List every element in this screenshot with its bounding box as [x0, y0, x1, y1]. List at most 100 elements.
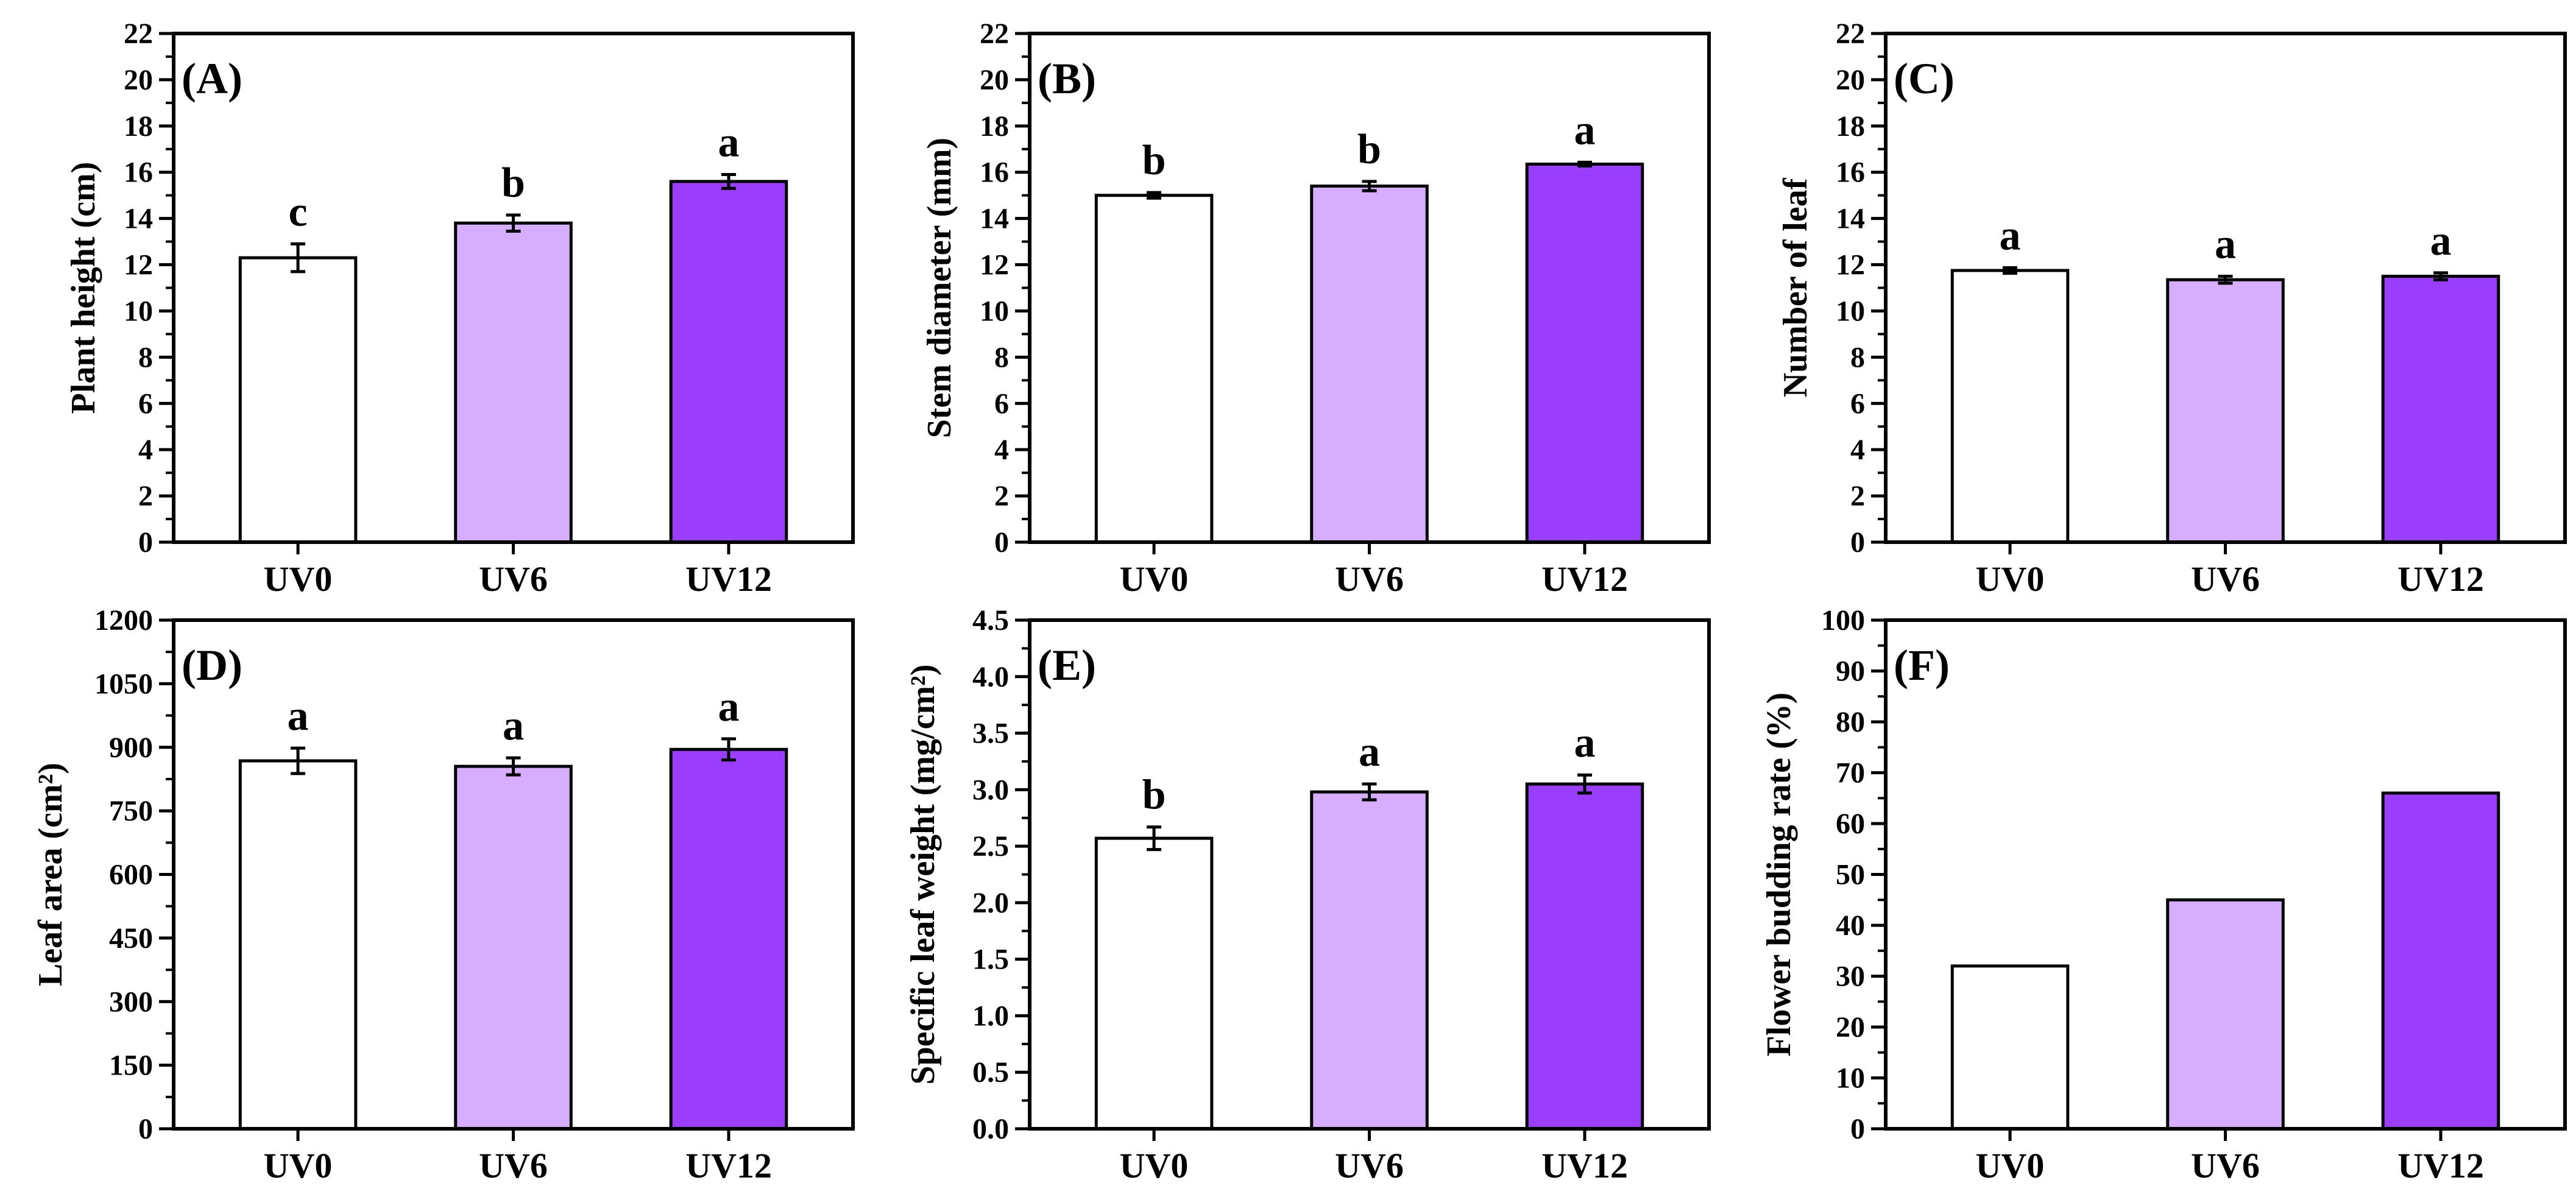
significance-letter: a — [2000, 212, 2021, 259]
x-tick-label: UV12 — [685, 559, 772, 599]
y-tick-label: 16 — [980, 157, 1009, 189]
y-tick-label: 100 — [1821, 604, 1865, 637]
bar-uv12 — [669, 747, 788, 1131]
y-tick-label: 4 — [138, 434, 153, 466]
bar-uv0 — [1950, 964, 2070, 1131]
y-tick-label: 0.5 — [972, 1056, 1009, 1089]
x-tick-label: UV12 — [1541, 559, 1628, 599]
bar-uv0 — [1094, 194, 1214, 544]
y-tick-label: 20 — [1836, 1011, 1865, 1043]
x-tick-label: UV6 — [2191, 559, 2260, 599]
x-tick-label: UV12 — [1541, 1146, 1628, 1185]
significance-letter: a — [1359, 729, 1380, 775]
panel-f: 0 10 20 30 40 50 60 70 80 90 100 UV0 UV6 UV12 (F) Flowe… — [1760, 604, 2567, 1185]
panel-a: 0 2 4 6 8 10 12 14 16 18 20 22 c UV0 b UV6 a UV12 (A) Plant… — [65, 18, 855, 599]
bar-uv0 — [1950, 269, 2070, 544]
y-tick-label: 900 — [109, 732, 153, 764]
bar-uv6 — [1310, 185, 1429, 544]
significance-letter: b — [1357, 126, 1381, 173]
y-tick-label: 22 — [980, 18, 1009, 50]
y-tick-label: 600 — [109, 859, 153, 891]
y-tick-label: 70 — [1836, 757, 1865, 789]
y-tick-label: 50 — [1836, 859, 1865, 891]
y-tick-label: 14 — [124, 203, 153, 235]
y-tick-label: 0 — [1850, 1113, 1865, 1145]
bar-uv12 — [1525, 162, 1644, 544]
significance-letter: a — [718, 683, 739, 730]
y-tick-label: 30 — [1836, 961, 1865, 993]
y-tick-label: 2 — [138, 480, 153, 512]
y-tick-label: 6 — [994, 387, 1009, 420]
y-tick-label: 18 — [1836, 110, 1865, 143]
y-tick-label: 40 — [1836, 909, 1865, 942]
y-tick-label: 1200 — [94, 604, 153, 637]
bar-uv6 — [2166, 278, 2285, 544]
bar-uv0 — [1094, 836, 1214, 1131]
x-tick-label: UV6 — [479, 1146, 548, 1185]
bar-uv12 — [2381, 791, 2500, 1131]
bar-uv12 — [1525, 782, 1644, 1131]
bar-uv6 — [2166, 898, 2285, 1131]
significance-letter: a — [288, 693, 309, 740]
panel-label: (A) — [182, 54, 242, 103]
x-tick-label: UV12 — [685, 1146, 772, 1185]
y-tick-label: 12 — [124, 249, 153, 281]
panel-label: (B) — [1038, 54, 1096, 103]
y-tick-label: 20 — [980, 64, 1009, 96]
panel-b: 0 2 4 6 8 10 12 14 16 18 20 22 b UV0 b UV6 a UV12 (B) Stem … — [921, 18, 1711, 599]
bar-uv12 — [669, 180, 788, 544]
y-tick-label: 4.0 — [972, 661, 1009, 693]
x-tick-label: UV0 — [264, 559, 333, 599]
y-tick-label: 2.0 — [972, 887, 1009, 919]
y-tick-label: 0 — [994, 526, 1009, 559]
panel-label: (C) — [1894, 54, 1955, 103]
significance-letter: a — [2430, 217, 2451, 264]
plot-frame — [1028, 618, 1711, 1131]
y-tick-label: 22 — [124, 18, 153, 50]
x-tick-label: UV0 — [1120, 1146, 1189, 1185]
y-tick-label: 0 — [138, 1113, 153, 1145]
panel-d: 0 150 300 450 600 750 900 1050 1200 a UV0 a UV6 a UV12… — [32, 604, 855, 1185]
y-tick-label: 8 — [994, 341, 1009, 373]
panel-label: (D) — [182, 641, 242, 690]
x-tick-label: UV6 — [1335, 1146, 1404, 1185]
y-tick-label: 20 — [124, 64, 153, 96]
y-tick-label: 2 — [1850, 480, 1865, 512]
y-axis-title: Number of leaf — [1777, 177, 1814, 397]
x-tick-label: UV6 — [2191, 1146, 2260, 1185]
y-tick-label: 14 — [980, 203, 1009, 235]
y-tick-label: 10 — [980, 295, 1009, 327]
y-tick-label: 2 — [994, 480, 1009, 512]
panel-label: (E) — [1038, 641, 1096, 690]
y-tick-label: 14 — [1836, 203, 1865, 235]
significance-letter: c — [289, 188, 308, 235]
significance-letter: a — [1574, 719, 1595, 766]
y-tick-label: 16 — [124, 157, 153, 189]
x-tick-label: UV0 — [1120, 559, 1189, 599]
x-tick-label: UV12 — [2397, 559, 2484, 599]
y-tick-label: 150 — [109, 1050, 153, 1082]
y-tick-label: 12 — [980, 249, 1009, 281]
y-tick-label: 1050 — [94, 668, 153, 700]
y-tick-label: 4 — [1850, 434, 1865, 466]
y-axis-title: Leaf area (cm²) — [32, 763, 69, 986]
y-tick-label: 10 — [1836, 1062, 1865, 1095]
panel-e: 0.0 0.5 1.0 1.5 2.0 2.5 3.0 3.5 4.0 4.5 b UV0 a UV6 a U… — [904, 604, 1711, 1185]
significance-letter: b — [1142, 772, 1166, 819]
y-axis-title: Specific leaf weight (mg/cm²) — [904, 664, 942, 1084]
y-tick-label: 8 — [138, 341, 153, 373]
y-tick-label: 10 — [124, 295, 153, 327]
y-tick-label: 0 — [138, 526, 153, 559]
y-axis-title: Stem diameter (mm) — [921, 138, 958, 438]
y-tick-label: 10 — [1836, 295, 1865, 327]
x-tick-label: UV6 — [1335, 559, 1404, 599]
x-tick-label: UV0 — [1976, 1146, 2045, 1185]
significance-letter: b — [501, 160, 525, 207]
bar-uv0 — [238, 256, 358, 544]
significance-letter: a — [2215, 221, 2236, 268]
y-tick-label: 1.0 — [972, 1000, 1009, 1032]
significance-letter: a — [503, 702, 524, 749]
bar-uv6 — [454, 221, 573, 544]
panel-label: (F) — [1894, 641, 1950, 690]
